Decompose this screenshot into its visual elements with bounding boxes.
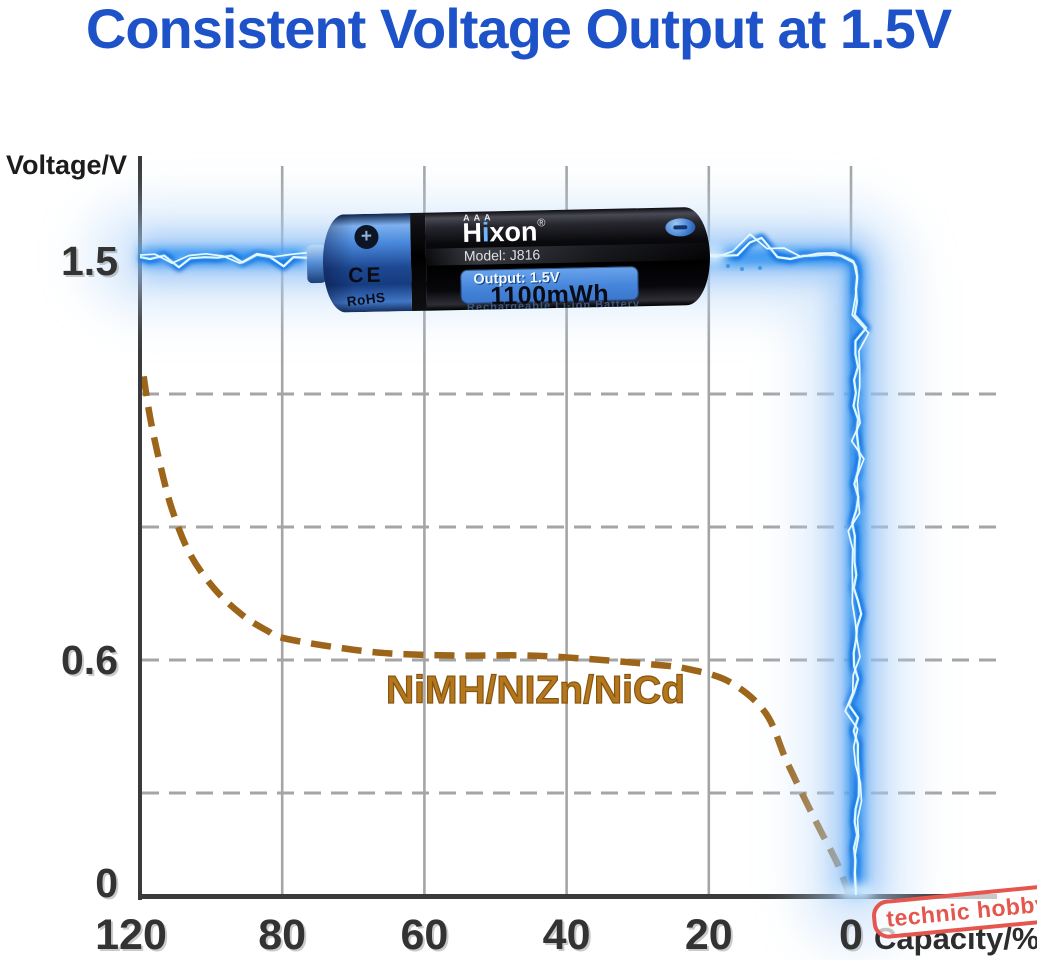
- nimh-dashed-curve: [140, 375, 852, 895]
- y-tick-label: 0: [95, 860, 118, 906]
- x-tick-label: 0: [839, 911, 863, 959]
- electric-beam-series: [87, 204, 909, 948]
- beam-flare: [838, 883, 874, 899]
- spark-dot: [740, 267, 744, 271]
- y-axis-line: [138, 156, 142, 900]
- battery-brand: Hixon®: [462, 216, 546, 248]
- page-title: Consistent Voltage Output at 1.5V: [85, 0, 952, 60]
- rohs-mark: RoHS: [346, 289, 387, 310]
- nimh-curve-label: NiMH/NIZn/NiCd: [385, 668, 685, 712]
- battery-body: AAA Hixon® Model: J816 Output: 1.5V 1100…: [424, 206, 711, 311]
- x-tick-label: 120: [95, 911, 167, 959]
- hixon-battery-image: + CE RoHS AAA Hixon® Model: J816 Output:…: [305, 206, 711, 313]
- y-tick-label: 0.6: [61, 637, 118, 683]
- y-axis-title: Voltage/V: [6, 150, 128, 180]
- ce-mark: CE: [348, 263, 384, 288]
- spark-dot: [758, 266, 762, 270]
- x-tick-label: 80: [258, 911, 307, 959]
- battery-model: Model: J816: [463, 246, 541, 264]
- x-axis-line: [138, 894, 997, 899]
- registered-mark: ®: [537, 217, 546, 230]
- minus-terminal-icon: [665, 218, 696, 237]
- spark-dot: [726, 264, 730, 268]
- y-tick-label: 1.5: [61, 238, 118, 284]
- x-tick-label: 60: [400, 911, 449, 959]
- x-tick-label: 40: [542, 911, 591, 959]
- battery-blue-cap: + CE RoHS: [322, 213, 413, 313]
- x-tick-label: 20: [684, 911, 733, 959]
- plus-terminal-icon: +: [354, 224, 379, 250]
